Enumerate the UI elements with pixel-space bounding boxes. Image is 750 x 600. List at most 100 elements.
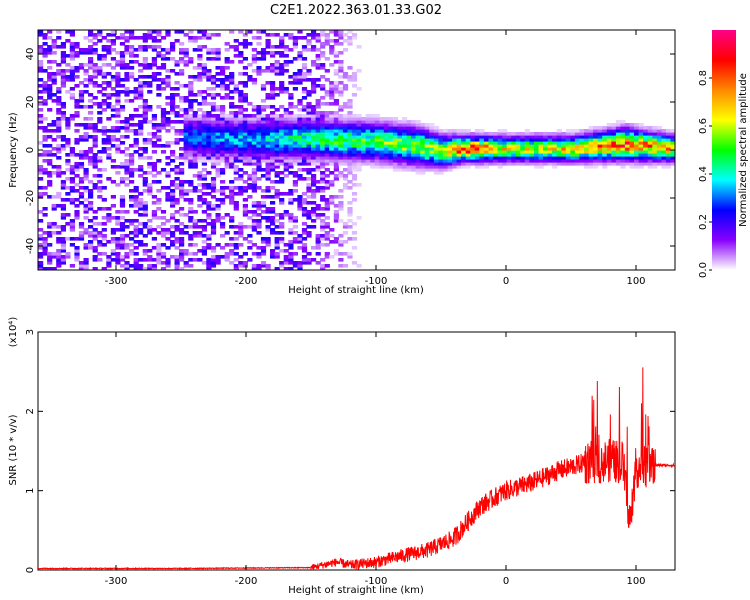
heatmap-cell (379, 123, 385, 127)
heatmap-cell (333, 132, 339, 136)
heatmap-cell (574, 147, 581, 151)
heatmap-cell (238, 99, 244, 103)
heatmap-cell (183, 231, 189, 235)
heatmap-cell (474, 144, 480, 148)
heatmap-cell (247, 162, 253, 166)
heatmap-cell (311, 150, 317, 154)
heatmap-cell (656, 147, 662, 151)
heatmap-cell (556, 156, 562, 160)
heatmap-cell (47, 129, 53, 133)
heatmap-cell (192, 186, 198, 190)
heatmap-cell (119, 42, 126, 46)
heatmap-cell (311, 147, 317, 151)
heatmap-cell (83, 72, 89, 76)
heatmap-cell (270, 252, 276, 256)
heatmap-cell (620, 120, 626, 124)
heatmap-cell (242, 93, 248, 97)
x-tick-label: -100 (365, 276, 388, 287)
heatmap-cell (60, 117, 66, 121)
heatmap-cell (320, 267, 326, 270)
heatmap-cell (97, 252, 103, 256)
heatmap-cell (78, 264, 85, 268)
heatmap-cell (365, 138, 371, 142)
heatmap-cell (170, 213, 176, 217)
heatmap-cell (60, 261, 66, 265)
heatmap-cell (210, 189, 217, 193)
heatmap-cell (320, 174, 326, 178)
heatmap-cell (611, 153, 617, 157)
heatmap-cell (129, 123, 135, 127)
heatmap-cell (201, 168, 207, 172)
heatmap-cell (151, 141, 157, 145)
heatmap-cell (347, 162, 353, 166)
heatmap-cell (47, 252, 53, 256)
heatmap-cell (479, 162, 485, 166)
heatmap-cell (347, 36, 353, 40)
heatmap-cell (311, 162, 317, 166)
heatmap-cell (197, 177, 203, 181)
heatmap-cell (83, 153, 89, 157)
heatmap-cell (283, 141, 289, 145)
heatmap-cell (274, 108, 280, 112)
heatmap-cell (279, 135, 285, 139)
heatmap-cell (179, 183, 185, 187)
heatmap-cells (38, 30, 675, 270)
heatmap-cell (429, 162, 435, 166)
heatmap-cell (97, 168, 103, 172)
heatmap-cell (38, 63, 44, 67)
heatmap-cell (69, 243, 75, 247)
heatmap-cell (233, 156, 239, 160)
heatmap-cell (406, 159, 412, 163)
heatmap-cell (429, 138, 435, 142)
heatmap-cell (238, 177, 244, 181)
heatmap-cell (256, 129, 262, 133)
heatmap-cell (420, 162, 426, 166)
heatmap-cell (333, 114, 339, 118)
x-tick-label: 0 (503, 576, 509, 587)
heatmap-cell (192, 75, 198, 79)
heatmap-cell (224, 123, 230, 127)
heatmap-cell (556, 162, 562, 166)
heatmap-cell (201, 117, 207, 121)
heatmap-cell (301, 96, 308, 100)
heatmap-cell (438, 150, 444, 154)
heatmap-cell (156, 243, 162, 247)
heatmap-cell (242, 66, 248, 70)
colorbar: 0.00.20.40.60.8 Normalized spectral ampl… (698, 30, 749, 278)
heatmap-cell (65, 153, 71, 157)
heatmap-cell (429, 123, 435, 127)
snr-y-label: SNR (10 * v/v) (8, 414, 19, 485)
heatmap-cell (606, 129, 612, 133)
heatmap-cell (506, 144, 512, 148)
heatmap-cell (97, 90, 103, 94)
heatmap-cell (151, 174, 157, 178)
heatmap-cell (342, 114, 349, 118)
heatmap-cell (197, 75, 203, 79)
heatmap-cell (620, 165, 626, 169)
heatmap-cell (56, 252, 62, 256)
heatmap-cell (311, 210, 317, 214)
heatmap-cell (365, 114, 371, 118)
heatmap-cell (292, 39, 298, 43)
heatmap-cell (279, 159, 285, 163)
heatmap-cell (83, 261, 89, 265)
heatmap-cell (324, 126, 330, 130)
heatmap-cell (670, 144, 675, 148)
heatmap-cell (329, 156, 335, 160)
heatmap-cell (579, 144, 585, 148)
heatmap-cell (292, 189, 298, 193)
heatmap-cell (297, 153, 303, 157)
heatmap-cell (224, 135, 230, 139)
heatmap-cell (210, 180, 217, 184)
heatmap-cell (270, 90, 276, 94)
heatmap-cell (429, 141, 435, 145)
heatmap-cell (520, 153, 526, 157)
heatmap-cell (247, 186, 253, 190)
heatmap-cell (119, 141, 126, 145)
heatmap-cell (83, 174, 89, 178)
heatmap-cell (183, 120, 189, 124)
heatmap-cell (147, 141, 153, 145)
heatmap-cell (365, 141, 371, 145)
heatmap-cell (265, 237, 271, 241)
